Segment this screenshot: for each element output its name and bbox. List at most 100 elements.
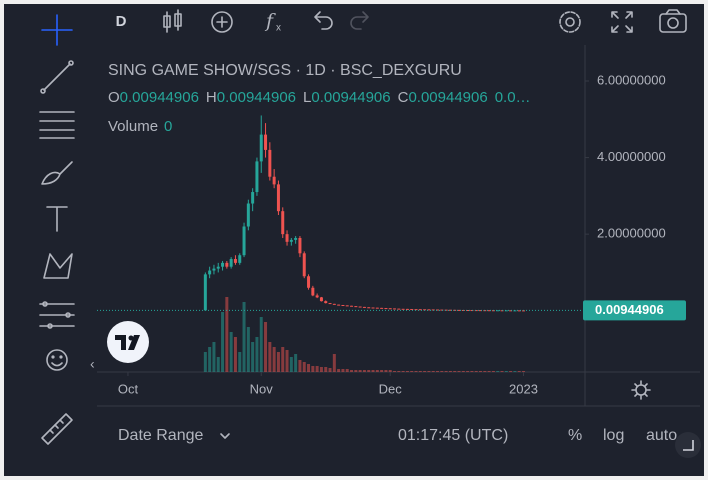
candle-body (229, 259, 233, 267)
volume-bar (517, 371, 521, 372)
trend-line-tool[interactable] (40, 60, 74, 94)
candle-body (264, 134, 268, 150)
candle-body (212, 268, 216, 271)
candle-body (496, 310, 500, 312)
emoji-tool[interactable] (46, 349, 68, 371)
candle-body (397, 308, 401, 310)
tradingview-logo[interactable] (107, 321, 149, 363)
volume-bar (479, 371, 483, 372)
volume-bar (238, 352, 242, 372)
settings-button[interactable] (559, 11, 581, 33)
candle-body (384, 308, 388, 310)
candle-body (362, 306, 366, 308)
volume-bar (461, 371, 465, 372)
volume-legend: Volume 0 (108, 118, 172, 135)
volume-bar (272, 347, 276, 372)
volume-bar (513, 371, 517, 372)
volume-bar (332, 354, 336, 372)
volume-bar (440, 371, 444, 372)
volume-bar (418, 371, 422, 372)
volume-bar (358, 370, 362, 372)
ohlc-legend: O0.00944906 H0.00944906 L0.00944906 C0.0094… (108, 89, 531, 106)
volume-bar (315, 366, 319, 372)
axis-settings-button[interactable] (631, 380, 651, 400)
change-value: 0.0… (495, 89, 531, 106)
candle-body (328, 303, 332, 305)
resize-handle[interactable] (675, 432, 701, 458)
screenshot-button[interactable] (659, 9, 687, 33)
volume-bar (328, 368, 332, 372)
volume-bar (233, 337, 237, 372)
collapse-arrow[interactable]: ‹ (90, 356, 95, 372)
pattern-tool[interactable] (43, 253, 73, 279)
candle-body (509, 310, 513, 312)
indicators-button[interactable] (211, 11, 233, 33)
fib-tool[interactable] (39, 111, 75, 139)
date-range-button[interactable]: Date Range (118, 427, 203, 444)
candle-body (444, 309, 448, 311)
volume-bar (401, 371, 405, 372)
undo-button[interactable] (314, 11, 333, 30)
crosshair-tool[interactable] (41, 14, 73, 46)
ohlc-key: O (108, 89, 120, 106)
volume-bar (414, 371, 418, 372)
prediction-tool[interactable] (39, 301, 75, 329)
candle-body (238, 255, 242, 263)
candle-body (242, 226, 246, 256)
volume-bar (221, 312, 225, 372)
fullscreen-button[interactable] (611, 11, 633, 33)
candle-body (285, 234, 289, 242)
auto-toggle[interactable]: auto (646, 427, 677, 444)
volume-bar (410, 371, 414, 372)
volume-bar (362, 370, 366, 372)
candle-body (225, 262, 229, 267)
candle-body (380, 307, 384, 309)
volume-bar (208, 347, 212, 372)
candle-body (332, 303, 336, 305)
volume-bar (504, 371, 508, 372)
volume-bar (393, 371, 397, 372)
chart-type-button[interactable] (163, 9, 182, 33)
volume-bar (436, 371, 440, 372)
symbol-title: SING GAME SHOW/SGS · 1D · BSC_DEXGURU (108, 62, 462, 79)
volume-bar (509, 371, 513, 372)
volume-bar (380, 370, 384, 372)
volume-bar (276, 352, 280, 372)
candle-body (358, 306, 362, 308)
volume-bar (281, 347, 285, 372)
candle-body (504, 310, 508, 312)
ohlc-value: 0.00944906 (120, 89, 199, 106)
volume-bar (298, 360, 302, 372)
volume-bar (423, 371, 427, 372)
interval-button[interactable]: D (116, 13, 127, 30)
candle-body (302, 253, 306, 277)
volume-bar (354, 370, 358, 372)
candle-body (466, 310, 470, 312)
ruler-tool[interactable] (41, 413, 73, 445)
percent-toggle[interactable]: % (568, 427, 582, 444)
text-tool[interactable] (46, 206, 68, 232)
volume-bar (474, 371, 478, 372)
svg-text:f: f (264, 10, 276, 32)
volume-bar (457, 371, 461, 372)
volume-bar (487, 371, 491, 372)
volume-bar (268, 342, 272, 372)
volume-bar (453, 371, 457, 372)
last-price-badge (583, 300, 686, 321)
volume-bar (212, 342, 216, 372)
svg-text:x: x (276, 23, 281, 34)
redo-button[interactable] (350, 11, 369, 30)
brush-tool[interactable] (41, 161, 73, 185)
y-tick-label: 4.00000000 (597, 149, 666, 164)
candle-body (388, 308, 392, 310)
candle-body (401, 308, 405, 310)
candle-body (221, 262, 225, 267)
candle-body (423, 309, 427, 311)
volume-bar (341, 369, 345, 372)
log-toggle[interactable]: log (603, 427, 624, 444)
volume-bar (500, 371, 504, 372)
candle-body (298, 237, 302, 254)
candle-body (268, 149, 272, 177)
